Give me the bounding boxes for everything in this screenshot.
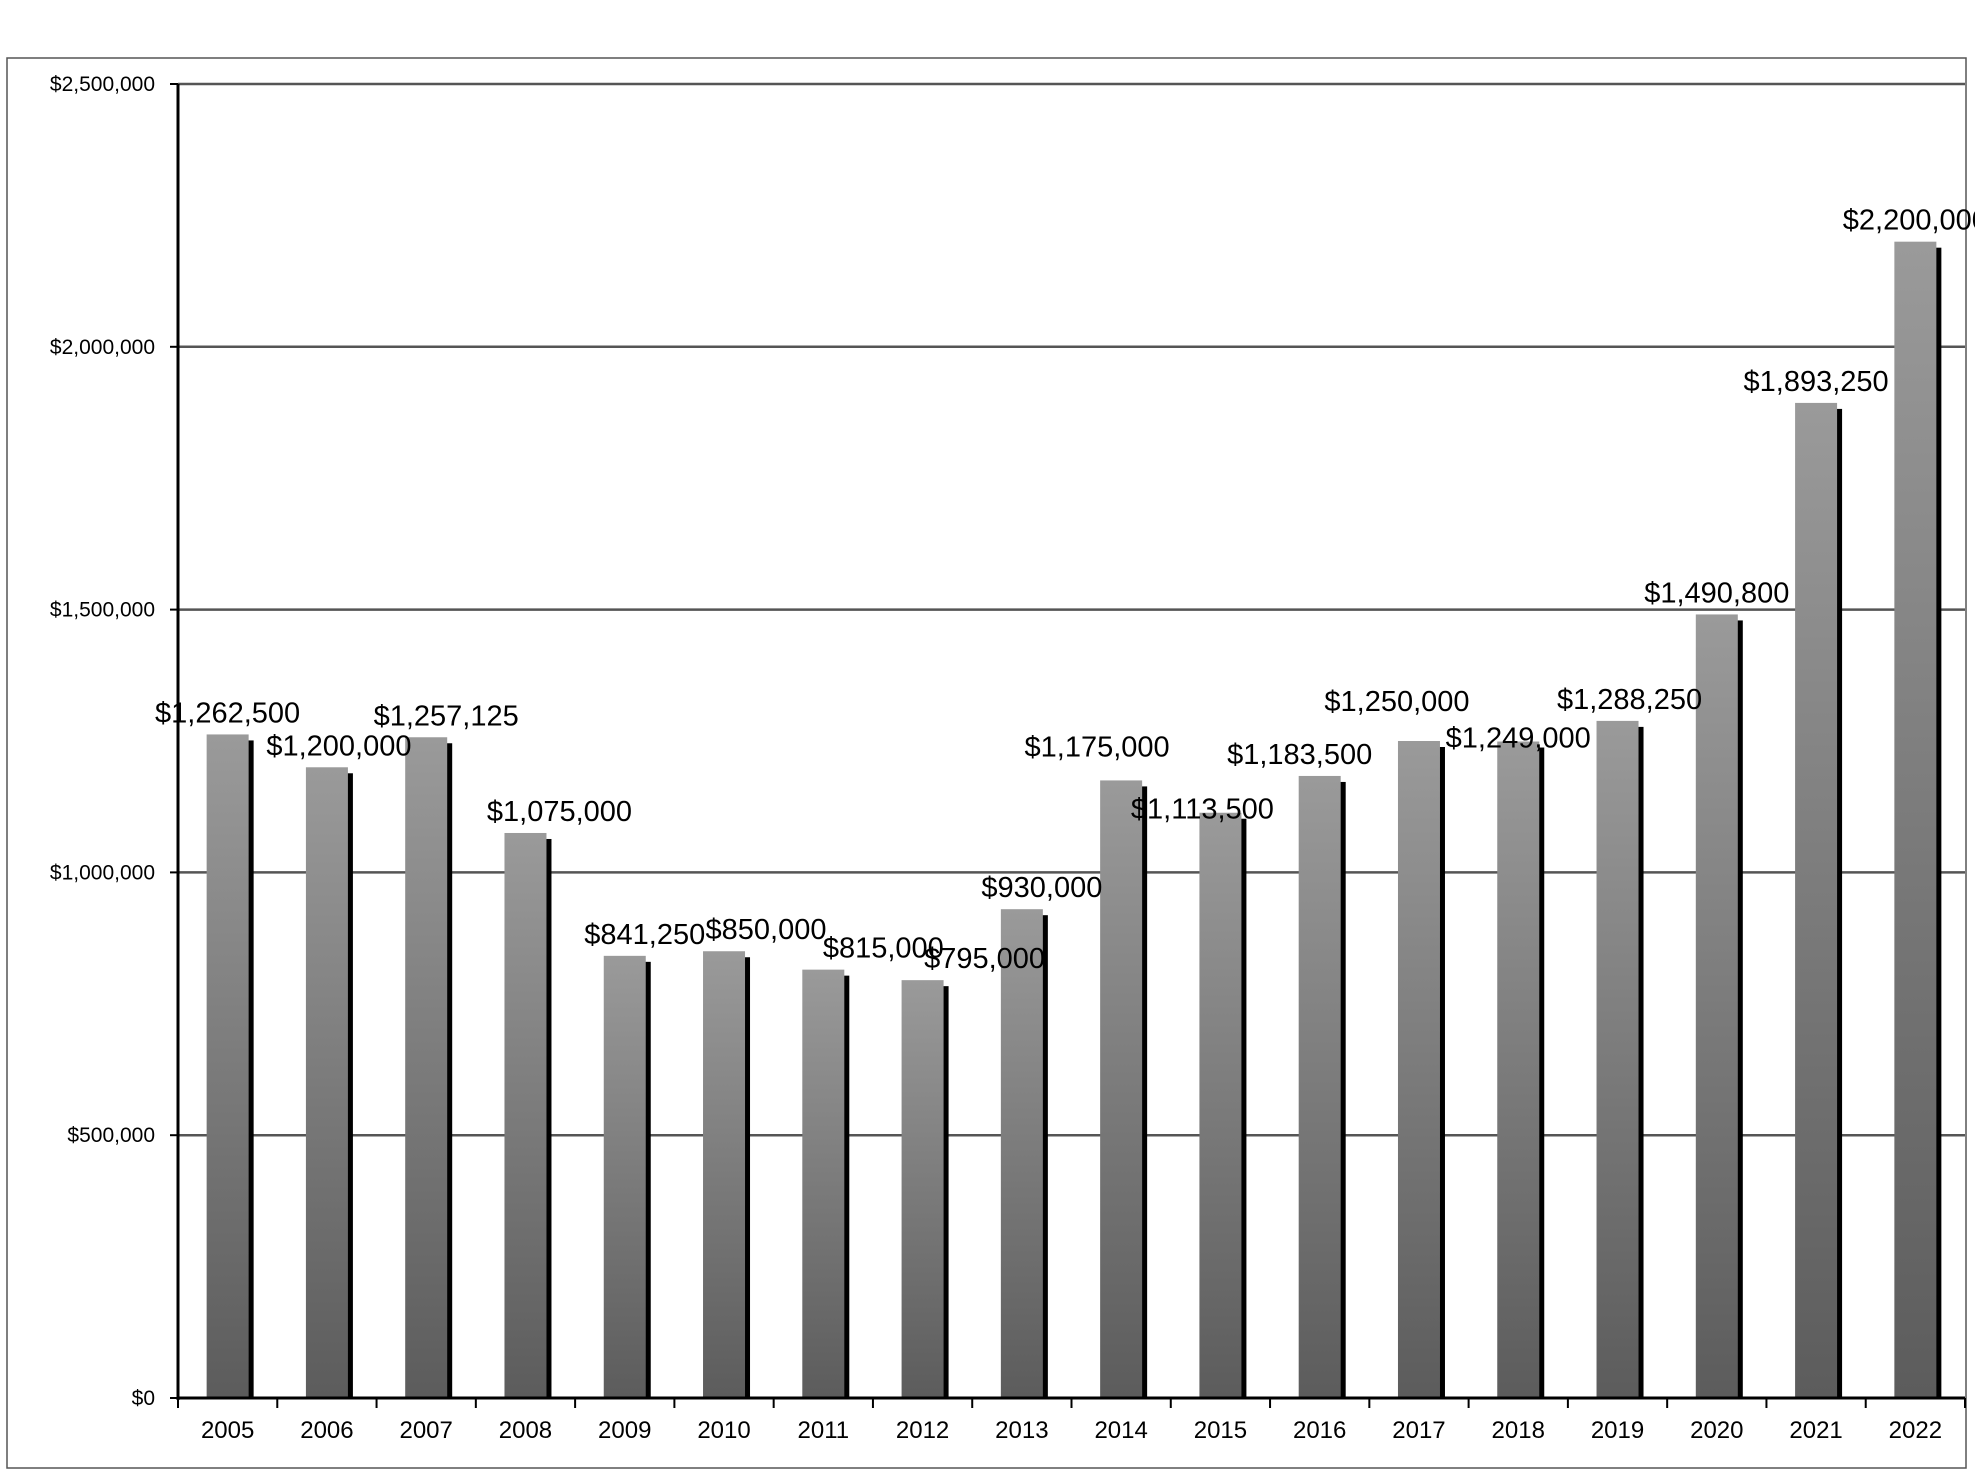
x-tick-label: 2014 <box>1094 1417 1147 1444</box>
y-tick-label: $0 <box>132 1387 155 1410</box>
bar-2009 <box>603 955 646 1398</box>
x-tick-label: 2009 <box>598 1417 651 1444</box>
bar-2010 <box>703 951 746 1398</box>
bar-2022 <box>1894 241 1937 1399</box>
x-tick-label: 2021 <box>1789 1417 1842 1444</box>
x-tick-label: 2013 <box>995 1417 1048 1444</box>
x-tick-label: 2005 <box>201 1417 254 1444</box>
bar-2015 <box>1199 812 1242 1398</box>
bar-2016 <box>1298 775 1341 1398</box>
x-tick-label: 2008 <box>499 1417 552 1444</box>
y-tick-label: $1,500,000 <box>50 599 155 622</box>
x-tick-label: 2011 <box>798 1417 850 1444</box>
data-label-2018: $1,249,000 <box>1446 723 1591 755</box>
x-tick-label: 2017 <box>1392 1417 1445 1444</box>
gridlines <box>178 82 1965 1137</box>
data-label-2006: $1,200,000 <box>266 730 411 762</box>
y-tick-label: $500,000 <box>67 1124 155 1147</box>
data-label-2011: $815,000 <box>823 933 944 965</box>
bar-2007 <box>405 737 448 1398</box>
bar-2014 <box>1100 780 1143 1398</box>
data-label-2015: $1,113,500 <box>1131 794 1274 826</box>
x-tick-label: 2019 <box>1591 1417 1644 1444</box>
axes: $0 $500,000 $1,000,000 $1,500,000 $2,000,000… <box>50 73 1966 1444</box>
data-label-2022: $2,200,000 <box>1843 205 1975 237</box>
data-label-2021: $1,893,250 <box>1744 366 1889 398</box>
x-tick-label: 2022 <box>1889 1417 1942 1444</box>
chart-frame <box>6 57 1967 1469</box>
bar-2017 <box>1397 741 1440 1398</box>
bar-2005 <box>206 734 249 1398</box>
bar-2006 <box>305 767 348 1398</box>
data-label-2009: $841,250 <box>584 919 705 951</box>
data-label-2008: $1,075,000 <box>487 796 632 828</box>
data-label-2019: $1,288,250 <box>1557 684 1702 716</box>
bar-2021 <box>1795 402 1838 1398</box>
data-label-2016: $1,183,500 <box>1227 739 1372 771</box>
y-tick-label: $2,500,000 <box>50 73 155 96</box>
x-tick-label: 2018 <box>1492 1417 1545 1444</box>
x-tick-label: 2006 <box>300 1417 353 1444</box>
data-label-2005: $1,262,500 <box>155 697 300 729</box>
data-label-2013: $930,000 <box>981 872 1102 904</box>
bars <box>206 241 1942 1399</box>
data-label-2014: $1,175,000 <box>1025 731 1170 763</box>
x-tick-label: 2020 <box>1690 1417 1743 1444</box>
bar-2011 <box>802 969 845 1398</box>
data-label-2007: $1,257,125 <box>374 700 519 732</box>
bar-2012 <box>901 980 944 1398</box>
data-label-2012: $795,000 <box>924 943 1045 975</box>
bar-2018 <box>1497 741 1540 1398</box>
bar-2020 <box>1695 614 1738 1398</box>
data-label-2020: $1,490,800 <box>1644 577 1789 609</box>
data-label-2010: $850,000 <box>706 914 827 946</box>
x-tick-label: 2012 <box>896 1417 949 1444</box>
bar-2019 <box>1596 720 1639 1398</box>
bar-2013 <box>1000 909 1043 1398</box>
bar-2008 <box>504 832 547 1398</box>
y-tick-label: $2,000,000 <box>50 336 155 359</box>
x-tick-label: 2015 <box>1194 1417 1247 1444</box>
data-label-2017: $1,250,000 <box>1324 686 1469 718</box>
x-tick-label: 2016 <box>1293 1417 1346 1444</box>
x-tick-label: 2007 <box>399 1417 452 1444</box>
x-tick-label: 2010 <box>697 1417 750 1444</box>
data-labels: $1,262,500$1,200,000$1,257,125 $1,075,000… <box>155 205 1975 975</box>
y-tick-label: $1,000,000 <box>50 861 155 884</box>
